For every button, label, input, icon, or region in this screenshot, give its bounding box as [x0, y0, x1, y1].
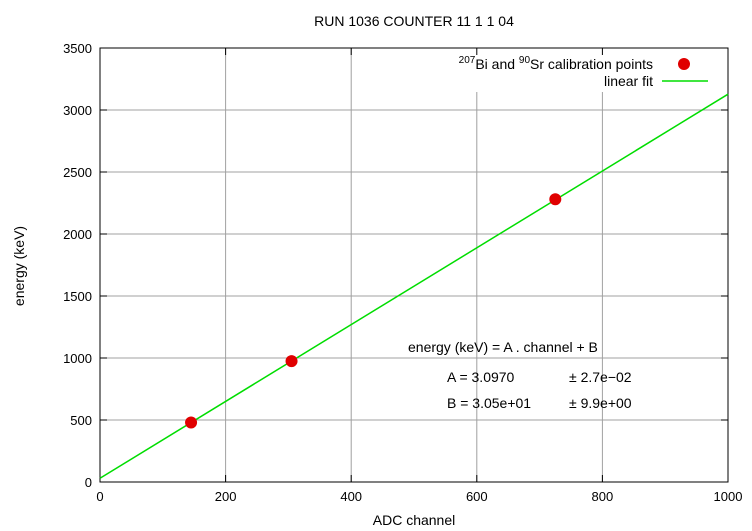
calibration-point — [185, 416, 198, 429]
grid-lines — [100, 48, 728, 482]
y-tick-labels: 0 500 1000 1500 2000 2500 3000 3500 — [63, 41, 92, 490]
y-tick-label: 2500 — [63, 165, 92, 180]
y-tick-label: 2000 — [63, 227, 92, 242]
fit-line-layer — [99, 93, 729, 479]
fit-a-error: ± 2.7e−02 — [569, 369, 632, 385]
y-tick-label: 1500 — [63, 289, 92, 304]
fit-formula: energy (keV) = A . channel + B — [408, 339, 598, 355]
fit-a-value: A = 3.0970 — [447, 369, 515, 385]
y-tick-label: 1000 — [63, 351, 92, 366]
y-axis-label: energy (keV) — [11, 226, 27, 306]
calibration-point — [549, 193, 562, 206]
calibration-points — [185, 193, 562, 429]
calibration-point — [285, 355, 298, 368]
legend-label-calibration-points: 207Bi and 90Sr calibration points — [459, 55, 653, 72]
x-tick-label: 0 — [96, 489, 103, 504]
y-tick-label: 500 — [70, 413, 92, 428]
legend-marker-calibration-points — [678, 58, 690, 70]
x-tick-labels: 0 200 400 600 800 1000 — [96, 489, 742, 504]
x-tick-label: 1000 — [714, 489, 743, 504]
y-tick-label: 0 — [85, 475, 92, 490]
x-tick-label: 800 — [592, 489, 614, 504]
legend: 207Bi and 90Sr calibration points linear… — [459, 55, 708, 89]
x-tick-label: 400 — [340, 489, 362, 504]
x-axis-label: ADC channel — [373, 512, 456, 528]
y-tick-label: 3500 — [63, 41, 92, 56]
plot-frame — [99, 47, 729, 483]
x-tick-label: 200 — [215, 489, 237, 504]
fit-annotation: energy (keV) = A . channel + B A = 3.097… — [408, 339, 632, 411]
x-tick-label: 600 — [466, 489, 488, 504]
fit-line — [99, 93, 729, 479]
legend-label-linear-fit: linear fit — [604, 73, 653, 89]
y-tick-label: 3000 — [63, 103, 92, 118]
axis-ticks — [99, 47, 729, 483]
fit-b-value: B = 3.05e+01 — [447, 395, 531, 411]
fit-b-error: ± 9.9e+00 — [569, 395, 632, 411]
chart-title: RUN 1036 COUNTER 11 1 1 04 — [314, 13, 514, 29]
